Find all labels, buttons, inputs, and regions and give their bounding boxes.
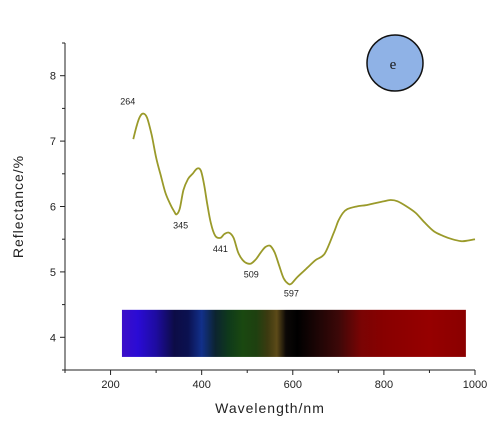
- y-tick-label: 5: [50, 267, 56, 279]
- x-tick-label: 600: [284, 379, 302, 391]
- x-axis-title: Wavelength/nm: [215, 400, 325, 416]
- panel-badge: [366, 34, 424, 92]
- panel-badge-label: e: [390, 57, 397, 73]
- y-tick-label: 6: [50, 202, 56, 214]
- spectrum-band: [121, 309, 466, 357]
- x-tick-label: 800: [375, 379, 393, 391]
- peak-label: 441: [213, 244, 228, 254]
- x-tick-label: 1000: [463, 379, 487, 391]
- y-tick-label: 8: [50, 71, 56, 83]
- peak-label: 345: [173, 220, 188, 230]
- y-axis-title: Reflectance/%: [10, 155, 26, 258]
- y-tick-label: 4: [50, 332, 56, 344]
- y-tick-label: 7: [50, 136, 56, 148]
- peak-label: 509: [244, 269, 259, 279]
- x-tick-label: 200: [101, 379, 119, 391]
- series-line-0: [132, 112, 476, 286]
- x-tick-label: 400: [192, 379, 210, 391]
- peak-label: 597: [284, 289, 299, 299]
- peak-label: 264: [120, 97, 135, 107]
